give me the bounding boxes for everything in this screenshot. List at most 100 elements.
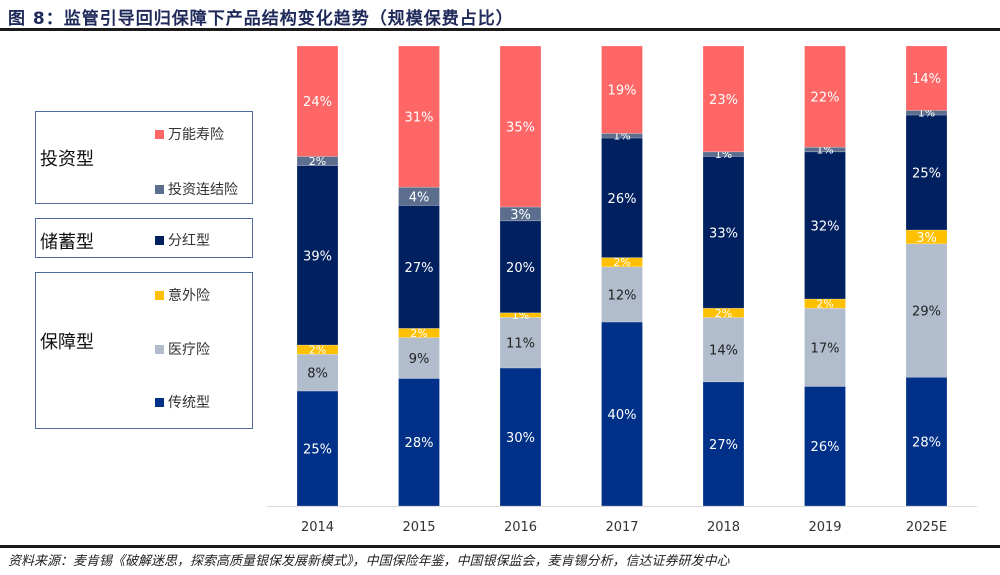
legend-group-label-protection: 保障型 (40, 332, 94, 353)
bars-layer: 25%8%2%39%2%24%28%9%2%27%4%31%30%11%1%20… (296, 45, 948, 507)
data-label: 2% (816, 298, 833, 311)
x-tick-label: 2016 (504, 520, 537, 535)
bar-segment (601, 137, 643, 258)
legend-swatch-icon (155, 129, 164, 139)
data-label: 29% (912, 305, 941, 320)
legend-group-protection (35, 272, 253, 429)
data-label: 11% (506, 337, 535, 352)
bar-segment (398, 378, 440, 507)
data-label: 33% (709, 226, 738, 241)
data-label: 23% (709, 93, 738, 108)
legend-item-label: 投资连结险 (168, 182, 238, 198)
bar-segment (499, 317, 542, 369)
data-label: 20% (506, 261, 535, 276)
data-label: 4% (409, 190, 430, 205)
legend-group-label-savings: 储蓄型 (40, 232, 94, 253)
legend-group-investment (35, 111, 253, 204)
x-tick-label: 2017 (605, 520, 638, 535)
legend-item-label: 传统型 (168, 395, 210, 411)
legend-item-accident: 意外险 (155, 285, 210, 305)
data-label: 24% (303, 95, 332, 110)
data-label: 3% (916, 231, 937, 246)
data-label: 8% (307, 367, 328, 382)
data-label: 2% (613, 256, 630, 269)
legend-group-savings (35, 218, 253, 258)
data-label: 25% (912, 167, 941, 182)
bar-segment (702, 317, 745, 383)
legend-swatch-icon (155, 397, 164, 407)
x-tick-label: 2015 (402, 520, 435, 535)
bar-segment (601, 45, 643, 134)
legend-item-universal-life: 万能寿险 (155, 124, 224, 144)
legend-swatch-icon (155, 344, 164, 354)
legend-swatch-icon (155, 184, 164, 194)
legend-item-medical: 医疗险 (155, 339, 210, 359)
bar-segment (296, 165, 339, 346)
bar-segment (398, 337, 440, 379)
x-tick-label: 2018 (707, 520, 740, 535)
bar-segment (499, 367, 542, 507)
bar-segment (804, 45, 846, 148)
source-divider (0, 545, 1000, 548)
data-label: 27% (709, 438, 738, 453)
data-label: 26% (608, 192, 637, 207)
bar-segment (702, 45, 745, 153)
legend-item-traditional: 传统型 (155, 392, 210, 412)
bar-segment (804, 151, 846, 300)
data-label: 12% (608, 288, 637, 303)
legend-item-participating: 分红型 (155, 230, 210, 250)
bar-segment (499, 45, 542, 208)
data-label: 22% (811, 91, 840, 106)
legend-swatch-icon (155, 235, 164, 245)
data-label: 17% (811, 341, 840, 356)
legend-item-label: 医疗险 (168, 342, 210, 358)
bar-segment (296, 45, 339, 157)
data-label: 9% (409, 352, 430, 367)
bar-segment (296, 390, 339, 507)
bar-segment (398, 205, 440, 329)
data-label: 2% (309, 344, 326, 357)
data-label: 19% (608, 84, 637, 99)
data-label: 32% (811, 219, 840, 234)
data-label: 28% (405, 436, 434, 451)
data-label: 40% (608, 408, 637, 423)
bar-segment (499, 220, 542, 314)
bar-segment (702, 381, 745, 507)
data-label: 14% (709, 344, 738, 359)
data-label: 14% (912, 72, 941, 87)
bar-segment (905, 243, 948, 378)
legend-item-label: 意外险 (168, 288, 210, 304)
bar-segment (398, 45, 440, 188)
data-label: 26% (811, 440, 840, 455)
data-label: 27% (405, 261, 434, 276)
figure-title: 图 8：监管引导回归保障下产品结构变化趋势（规模保费占比） (8, 9, 514, 29)
data-label: 28% (912, 436, 941, 451)
source-note: 资料来源：麦肯锡《破解迷思，探索高质量银保发展新模式》，中国保险年鉴，中国银保监… (8, 554, 730, 569)
legend-swatch-icon (155, 290, 164, 300)
bar-segment (601, 321, 643, 507)
bar-segment (905, 45, 948, 111)
data-label: 31% (405, 111, 434, 126)
x-tick-label: 2014 (301, 520, 334, 535)
bar-segment (296, 353, 339, 392)
data-label: 25% (303, 443, 332, 458)
data-label: 30% (506, 431, 535, 446)
title-divider (0, 28, 1000, 31)
bar-segment (601, 266, 643, 323)
x-tick-label: 2025E (906, 520, 947, 535)
data-label: 2% (410, 327, 427, 340)
x-axis-ticks: 2014 2015 2016 2017 2018 2019 2025E (301, 520, 947, 535)
data-label: 35% (506, 121, 535, 136)
legend-item-unit-linked: 投资连结险 (155, 179, 238, 199)
legend-group-label-investment: 投资型 (40, 149, 94, 170)
bar-segment (702, 156, 745, 309)
legend-item-label: 分红型 (168, 233, 210, 249)
legend-item-label: 万能寿险 (168, 127, 224, 143)
bar-segment (804, 307, 846, 387)
bar-segment (905, 114, 948, 231)
x-tick-label: 2019 (808, 520, 841, 535)
data-label: 3% (510, 208, 531, 223)
data-label: 2% (309, 155, 326, 168)
data-label: 2% (715, 307, 732, 320)
